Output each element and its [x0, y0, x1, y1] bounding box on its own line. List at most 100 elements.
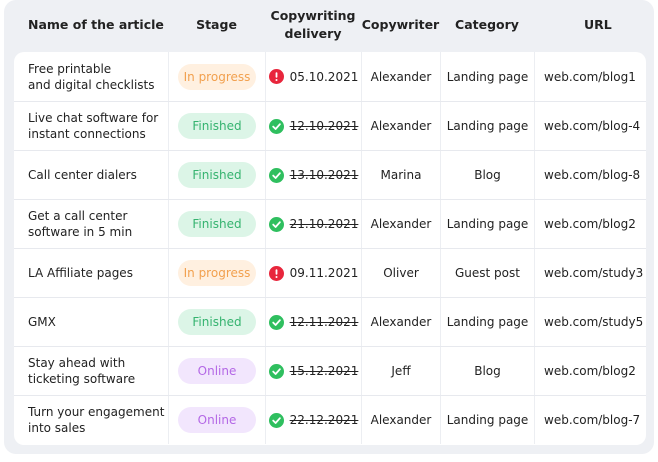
table-cell: web.com/study5: [534, 298, 646, 346]
category: Landing page: [446, 69, 529, 84]
table-cell: Live chat software for instant connectio…: [14, 102, 168, 150]
check-icon: [268, 216, 284, 232]
article-name: Free printable and digital checklists: [28, 61, 155, 92]
table-cell: Online: [168, 347, 265, 395]
article-name: Get a call center software in 5 min: [28, 209, 133, 239]
stage-badge: Online: [178, 407, 256, 433]
table-row: Get a call center software in 5 min Finis…: [14, 199, 646, 248]
check-icon: [268, 167, 284, 183]
copywriter: Alexander: [370, 69, 432, 84]
check-icon: [268, 118, 284, 134]
warning-icon: [268, 265, 284, 281]
table-cell: web.com/blog2: [534, 347, 646, 395]
url: web.com/blog-4: [544, 119, 641, 133]
stage-badge: Finished: [178, 162, 256, 188]
column-header: Stage: [196, 17, 237, 32]
stage-badge: Finished: [178, 309, 256, 335]
table-cell: 12.11.2021: [265, 298, 361, 346]
table-cell: Call center dialers: [14, 151, 168, 199]
table-cell: LA Affiliate pages: [14, 249, 168, 297]
table-cell: Get a call center software in 5 min: [14, 200, 168, 248]
category: Landing page: [446, 315, 529, 329]
table-cell: Blog: [440, 151, 534, 199]
table-cell: Alexander: [361, 396, 440, 444]
delivery-date: 21.10.2021: [289, 217, 359, 231]
table-cell: Finished: [168, 298, 265, 346]
table-cell: 05.10.2021: [265, 52, 361, 101]
table-cell: web.com/blog-4: [534, 102, 646, 150]
article-name: Call center dialers: [28, 168, 137, 182]
table-cell: Marina: [361, 151, 440, 199]
table-cell: Oliver: [361, 249, 440, 297]
table-row: Free printable and digital checklists In …: [14, 52, 646, 101]
column-header: URL: [584, 17, 612, 32]
table-cell: Finished: [168, 151, 265, 199]
table-cell: In progress: [168, 52, 265, 101]
table-cell: Guest post: [440, 249, 534, 297]
article-name: GMX: [28, 315, 56, 329]
table-cell: Alexander: [361, 102, 440, 150]
column-header: Name of the article: [28, 17, 164, 32]
table-cell: Finished: [168, 102, 265, 150]
table-cell: Jeff: [361, 347, 440, 395]
table-cell: 12.10.2021: [265, 102, 361, 150]
delivery-date: 12.11.2021: [289, 315, 359, 329]
table-cell: Alexander: [361, 52, 440, 101]
table-row: GMX Finished 12.11.2021 Alexander Landing pa…: [14, 297, 646, 346]
check-icon: [268, 363, 284, 379]
copywriter: Alexander: [370, 119, 432, 133]
table-cell: Blog: [440, 347, 534, 395]
column-header: Category: [455, 17, 519, 32]
table-cell: Landing page: [440, 298, 534, 346]
table-cell: Landing page: [440, 102, 534, 150]
category: Blog: [474, 364, 501, 378]
url: web.com/blog-7: [544, 413, 641, 427]
table-row: Stay ahead with ticketing software Online…: [14, 346, 646, 395]
table-cell: Finished: [168, 200, 265, 248]
article-name: Turn your engagement into sales: [28, 405, 165, 435]
url: web.com/blog-8: [544, 168, 641, 182]
table-cell: web.com/blog-7: [534, 396, 646, 444]
stage-badge: Finished: [178, 113, 256, 139]
table-cell: web.com/blog2: [534, 200, 646, 248]
delivery-date: 09.11.2021: [289, 266, 359, 280]
table-cell: Alexander: [361, 200, 440, 248]
table-cell: Landing page: [440, 396, 534, 444]
url: web.com/blog1: [544, 69, 636, 84]
column-header: Copywriter: [361, 17, 440, 32]
check-icon: [268, 412, 284, 428]
table-row: Turn your engagement into sales Online 22.…: [14, 395, 646, 444]
table-cell: In progress: [168, 249, 265, 297]
url: web.com/study3: [544, 266, 644, 280]
category: Guest post: [455, 266, 520, 280]
warning-icon: [268, 69, 284, 84]
table-cell: 13.10.2021: [265, 151, 361, 199]
url: web.com/blog2: [544, 217, 636, 231]
table-cell: Landing page: [440, 200, 534, 248]
category: Landing page: [446, 119, 529, 133]
table-cell: GMX: [14, 298, 168, 346]
delivery-date: 22.12.2021: [289, 413, 359, 427]
table-cell: Free printable and digital checklists: [14, 52, 168, 101]
delivery-date: 13.10.2021: [289, 168, 359, 182]
table-cell: Turn your engagement into sales: [14, 396, 168, 444]
table-body: Free printable and digital checklists In …: [14, 52, 646, 445]
stage-badge: Online: [178, 358, 256, 384]
category: Blog: [474, 168, 501, 182]
article-name: Live chat software for instant connectio…: [28, 111, 159, 141]
url: web.com/study5: [544, 315, 644, 329]
copywriter: Jeff: [391, 364, 411, 378]
table-cell: 09.11.2021: [265, 249, 361, 297]
category: Landing page: [446, 217, 529, 231]
table-panel: Free printable and digital checklists In …: [4, 0, 654, 454]
stage-badge: In progress: [178, 260, 256, 286]
url: web.com/blog2: [544, 364, 636, 378]
copywriter: Marina: [380, 168, 422, 182]
column-header: Copywriting delivery: [270, 8, 356, 41]
table-cell: Landing page: [440, 52, 534, 101]
table-row: Live chat software for instant connectio…: [14, 101, 646, 150]
category: Landing page: [446, 413, 529, 427]
table-cell: 15.12.2021: [265, 347, 361, 395]
table-cell: web.com/study3: [534, 249, 646, 297]
stage-badge: In progress: [178, 63, 256, 90]
